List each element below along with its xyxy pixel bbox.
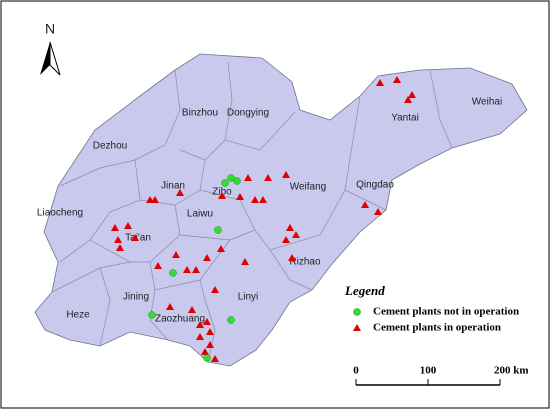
plant-in-operation — [408, 91, 416, 98]
plant-in-operation — [282, 236, 290, 243]
plant-in-operation — [183, 266, 191, 273]
plant-in-operation — [292, 231, 300, 238]
city-label: Heze — [66, 310, 90, 321]
plant-in-operation — [196, 321, 204, 328]
scale-bar: 0 100 200 km — [353, 365, 529, 386]
legend: Legend Cement plants not in operation Ce… — [344, 283, 519, 334]
legend-symbol-active — [353, 324, 361, 331]
plant-not-in-operation — [227, 316, 235, 324]
city-label: Yantai — [391, 113, 419, 124]
plant-not-in-operation — [148, 311, 156, 319]
plant-in-operation — [116, 244, 124, 251]
city-label: Weihai — [472, 97, 502, 108]
plant-in-operation — [393, 76, 401, 83]
legend-symbol-inactive — [353, 308, 361, 316]
plants — [111, 76, 416, 362]
plant-in-operation — [206, 328, 214, 335]
plant-in-operation — [201, 348, 209, 355]
plant-in-operation — [196, 333, 204, 340]
scale-label: 100 — [420, 365, 437, 377]
city-label: Liaocheng — [37, 208, 83, 219]
plant-in-operation — [251, 196, 259, 203]
plant-in-operation — [218, 192, 226, 199]
plant-in-operation — [151, 196, 159, 203]
plant-in-operation — [154, 262, 162, 269]
legend-item: Cement plants not in operation — [373, 306, 519, 318]
city-label: Zaozhuang — [155, 314, 205, 325]
city-label: Weifang — [290, 182, 327, 193]
city-label: Dezhou — [93, 141, 127, 152]
scale-label: 0 — [353, 365, 359, 377]
plant-in-operation — [404, 96, 412, 103]
plant-in-operation — [131, 234, 139, 241]
plant-in-operation — [282, 171, 290, 178]
scale-label: 200 km — [494, 365, 529, 377]
plant-in-operation — [217, 245, 225, 252]
legend-item: Cement plants in operation — [373, 322, 501, 334]
city-label: Binzhou — [182, 108, 218, 119]
plant-in-operation — [203, 254, 211, 261]
plant-in-operation — [166, 303, 174, 310]
legend-title: Legend — [344, 283, 385, 298]
plant-not-in-operation — [221, 179, 229, 187]
plant-not-in-operation — [169, 269, 177, 277]
plant-in-operation — [124, 222, 132, 229]
city-label: Linyi — [238, 292, 259, 303]
plant-in-operation — [286, 224, 294, 231]
plant-in-operation — [211, 286, 219, 293]
plant-not-in-operation — [214, 226, 222, 234]
city-label: Jinan — [161, 181, 185, 192]
plant-in-operation — [172, 251, 180, 258]
city-label: Tai'an — [125, 233, 151, 244]
city-labels: Weihai Yantai Binzhou Dongying Dezhou Jinan Zi… — [37, 97, 502, 325]
north-label: N — [45, 21, 55, 37]
plant-in-operation — [241, 258, 249, 265]
plant-in-operation — [211, 355, 219, 362]
province — [34, 53, 528, 367]
plant-not-in-operation — [233, 177, 241, 185]
plant-in-operation — [259, 196, 267, 203]
plant-in-operation — [192, 266, 200, 273]
plant-in-operation — [244, 174, 252, 181]
plant-in-operation — [374, 208, 382, 215]
plant-in-operation — [361, 201, 369, 208]
plant-in-operation — [206, 341, 214, 348]
plant-not-in-operation — [203, 354, 211, 362]
city-label: Jining — [123, 292, 149, 303]
city-label: Qingdao — [356, 180, 394, 191]
plant-in-operation — [111, 224, 119, 231]
plant-in-operation — [264, 174, 272, 181]
plant-in-operation — [114, 236, 122, 243]
city-label: Zibo — [212, 187, 232, 198]
city-label: Laiwu — [187, 209, 213, 220]
plant-in-operation — [203, 318, 211, 325]
plant-in-operation — [288, 254, 296, 261]
plant-not-in-operation — [227, 174, 235, 182]
plant-in-operation — [236, 193, 244, 200]
city-label: Dongying — [227, 108, 269, 119]
plant-in-operation — [188, 306, 196, 313]
plant-in-operation — [176, 189, 184, 196]
city-label: Rizhao — [289, 257, 321, 268]
north-arrow: N — [40, 21, 61, 76]
plant-in-operation — [376, 79, 384, 86]
